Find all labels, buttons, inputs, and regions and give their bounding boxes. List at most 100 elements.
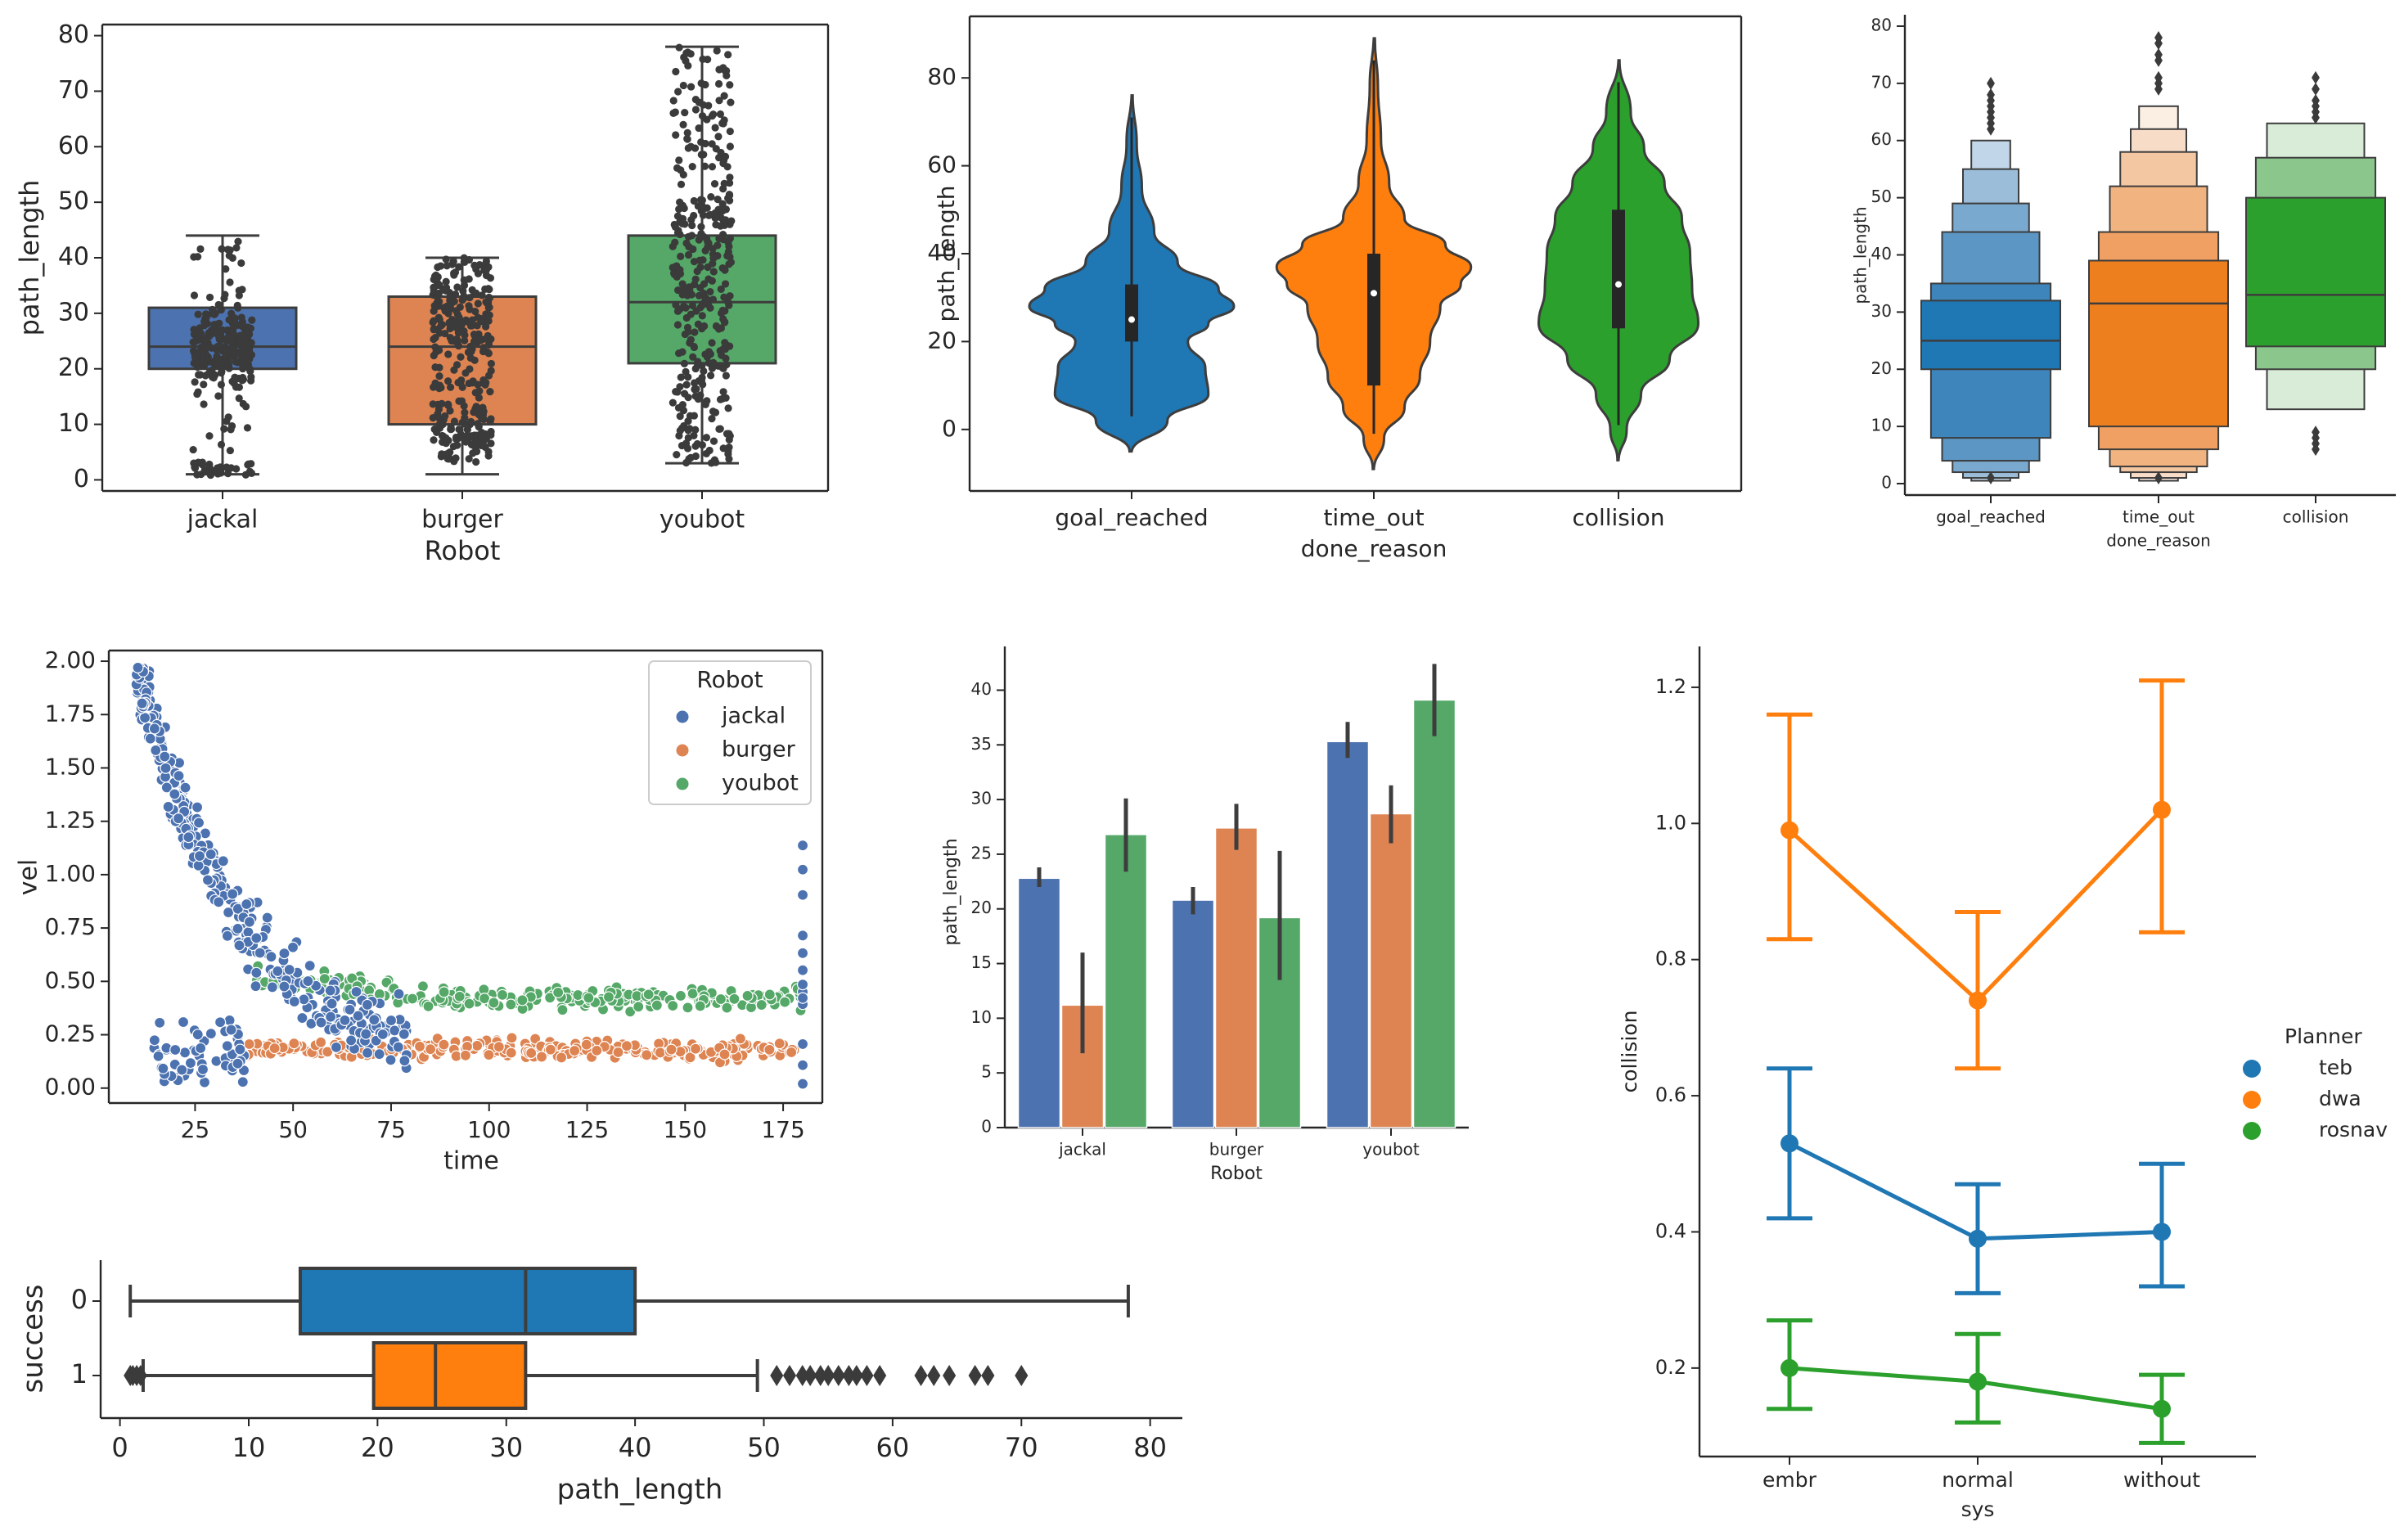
c1-strip-point xyxy=(245,365,254,373)
c4-scatter-point xyxy=(393,988,405,1000)
c1-ytick-label: 50 xyxy=(58,187,89,216)
c4-legend-label: youbot xyxy=(722,771,799,796)
c1-strip-point xyxy=(473,431,481,439)
c1-strip-point xyxy=(190,331,199,339)
c6-point xyxy=(2153,1223,2171,1241)
c1-strip-point xyxy=(446,333,454,342)
c1-strip-point xyxy=(487,359,495,368)
c1-strip-point xyxy=(476,336,484,344)
c1-strip-point xyxy=(697,376,706,385)
c4-scatter-point xyxy=(169,1043,182,1056)
c5-xtick-label: burger xyxy=(1209,1140,1264,1160)
c4-scatter-point xyxy=(488,997,500,1009)
c1-strip-point xyxy=(452,307,461,315)
c1-strip-point xyxy=(700,162,709,170)
c1-strip-point xyxy=(689,245,697,254)
c4-scatter-point xyxy=(176,1064,188,1076)
c4-scatter-point xyxy=(193,849,206,862)
c1-strip-point xyxy=(692,385,700,394)
c1-strip-point xyxy=(465,455,473,463)
c1-strip-point xyxy=(232,383,241,391)
c1-strip-point xyxy=(691,275,700,283)
c1-strip-point xyxy=(677,180,686,188)
c5-ytick-label: 25 xyxy=(971,843,992,862)
c4-scatter-point xyxy=(278,980,290,993)
c1-strip-point xyxy=(726,127,734,136)
c4-legend-title: Robot xyxy=(696,666,763,693)
c1-strip-point xyxy=(463,426,471,434)
c4-xtick-label: 100 xyxy=(467,1116,511,1143)
c4-scatter-point xyxy=(205,848,217,861)
c1-strip-point xyxy=(451,290,460,299)
c1-strip-point xyxy=(477,314,485,323)
c1-strip-point xyxy=(680,359,688,367)
c1-strip-point xyxy=(674,403,683,412)
c1-strip-point xyxy=(442,255,450,263)
c4-legend-marker xyxy=(675,777,690,791)
c4-scatter-point xyxy=(318,973,331,985)
c5-bar xyxy=(1214,827,1258,1128)
c1-strip-point xyxy=(239,364,247,373)
c1-strip-point xyxy=(435,421,443,429)
c4-scatter-point xyxy=(173,770,185,782)
c6-ytick-label: 0.6 xyxy=(1655,1083,1686,1106)
c4-scatter-point xyxy=(654,1047,666,1059)
c1-strip-point xyxy=(444,400,452,408)
c4-scatter-point xyxy=(796,964,809,976)
c5-xtick-label: youbot xyxy=(1362,1140,1420,1160)
c6-ytick-label: 0.4 xyxy=(1655,1219,1686,1242)
c1-strip-point xyxy=(457,397,466,405)
c6-legend-label: dwa xyxy=(2319,1087,2361,1110)
c4-scatter-point xyxy=(159,750,171,763)
c1-ytick-label: 70 xyxy=(58,76,89,105)
c1-strip-point xyxy=(726,81,734,89)
c4-scatter-point xyxy=(555,1051,568,1064)
c7-xtick-label: 0 xyxy=(111,1432,128,1463)
c1-strip-point xyxy=(712,220,720,229)
c4-xtick-label: 150 xyxy=(664,1116,707,1143)
c1-strip-point xyxy=(226,278,234,286)
c1-strip-point xyxy=(193,471,201,479)
chart-bar-robot: 0 5 10 15 20 25 30 35 40 jackal burger youbot Robot p… xyxy=(941,646,1469,1184)
c1-strip-point xyxy=(690,342,698,351)
c1-strip-point xyxy=(221,290,229,299)
c7-outlier xyxy=(813,1365,827,1386)
c1-ytick-label: 0 xyxy=(74,465,89,493)
c4-scatter-point xyxy=(796,840,809,852)
c1-strip-point xyxy=(684,250,693,259)
c1-strip-point xyxy=(455,313,463,322)
c1-strip-point xyxy=(694,320,703,328)
c1-xtick-label: jackal xyxy=(187,506,259,534)
c1-strip-point xyxy=(228,254,236,262)
c7-xtick-label: 30 xyxy=(489,1432,523,1463)
c7-outlier xyxy=(968,1365,982,1386)
c7-outlier xyxy=(860,1365,874,1386)
c4-scatter-point xyxy=(213,896,225,908)
c4-scatter-point xyxy=(552,986,565,999)
c4-scatter-point xyxy=(728,993,741,1005)
c4-scatter-point xyxy=(243,916,256,928)
c1-strip-point xyxy=(454,342,463,350)
c1-ytick-label: 60 xyxy=(58,132,89,160)
c1-strip-point xyxy=(465,302,473,310)
c1-strip-point xyxy=(696,196,705,204)
c1-strip-point xyxy=(453,441,461,449)
c5-ytick-label: 5 xyxy=(981,1062,992,1082)
c4-scatter-point xyxy=(741,989,754,1002)
chart-boxen-done-reason: 0 10 20 30 40 50 60 70 80 goal_reached time_out col… xyxy=(1851,15,2396,551)
c1-strip-point xyxy=(719,185,727,193)
c1-strip-point xyxy=(438,431,447,440)
c4-scatter-point xyxy=(261,912,273,924)
c1-strip-point xyxy=(450,366,458,374)
c1-strip-point xyxy=(200,322,209,330)
c4-scatter-point xyxy=(179,781,191,794)
c1-strip-point xyxy=(236,338,245,346)
c1-strip-point xyxy=(684,373,692,381)
c4-scatter-point xyxy=(241,898,253,911)
c4-scatter-point xyxy=(205,1028,217,1040)
c4-ylabel: vel xyxy=(15,859,43,896)
c1-strip-point xyxy=(718,351,726,359)
c3-outlier xyxy=(2154,471,2163,485)
c2-xtick-label: collision xyxy=(1572,504,1664,531)
c1-strip-point xyxy=(430,436,438,444)
